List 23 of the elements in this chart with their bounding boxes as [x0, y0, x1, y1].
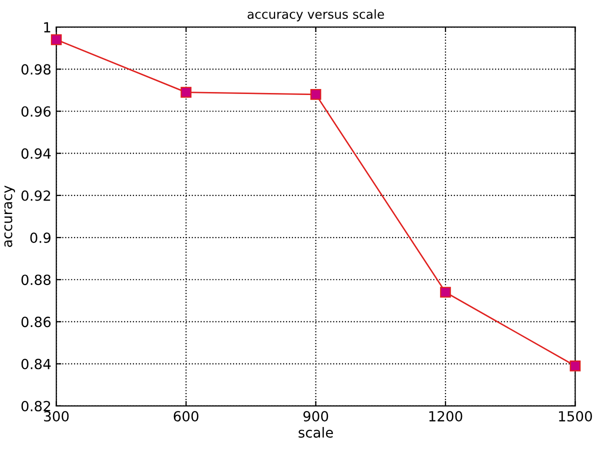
y-tick-label: 0.94: [21, 148, 51, 159]
x-tick-label: 600: [174, 411, 198, 422]
point: [440, 286, 451, 298]
y-tick-label: 0.82: [21, 400, 50, 412]
y-tick-label: 0.88: [21, 274, 51, 286]
point: [310, 88, 322, 100]
y-axis-title: accuracy: [4, 186, 15, 247]
x-tick-label: 900: [303, 411, 328, 422]
y-tick-label: 0.96: [21, 106, 51, 117]
chart-title: accuracy versus scale: [248, 9, 384, 22]
y-tick-label: 0.9: [30, 232, 50, 243]
x-tick-label: 300: [44, 411, 69, 422]
point: [50, 34, 62, 46]
y-tick-label: 0.98: [21, 64, 51, 75]
x-axis-title: scale: [298, 426, 333, 438]
point: [180, 86, 192, 98]
y-tick-label: 0.92: [21, 190, 50, 201]
y-tick-label: 1: [44, 22, 50, 32]
x-tick-label: 1500: [559, 411, 592, 422]
x-tick-label: 1200: [429, 411, 462, 422]
point: [570, 360, 581, 372]
y-tick-label: 0.86: [21, 316, 51, 328]
y-tick-label: 0.84: [21, 358, 51, 370]
